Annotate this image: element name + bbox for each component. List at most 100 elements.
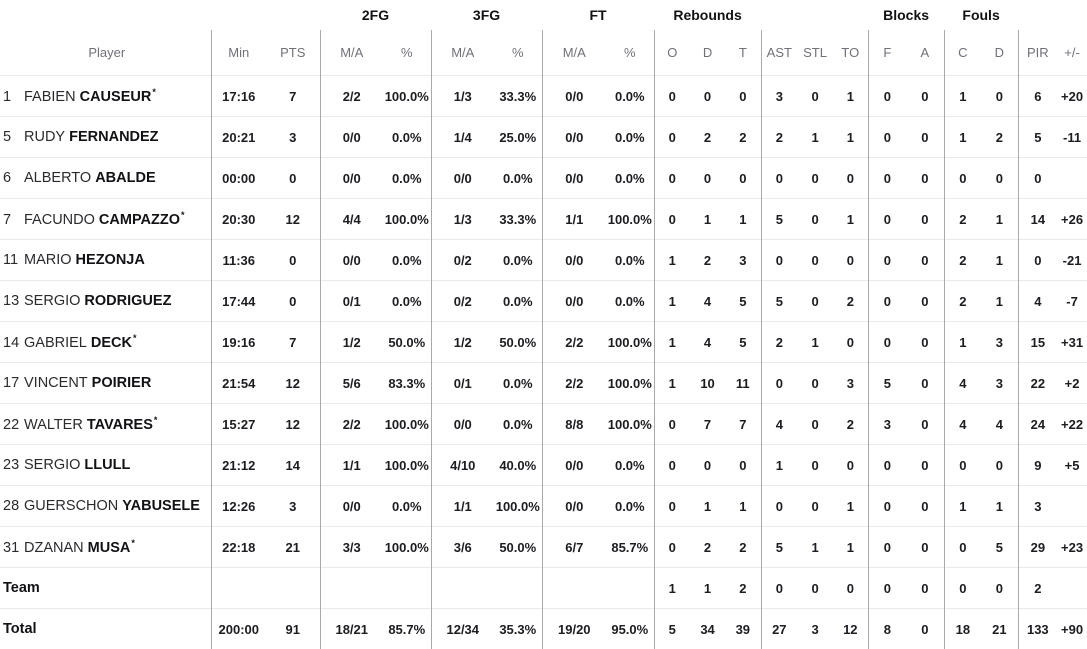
stat-fc: 1: [944, 322, 981, 363]
stat-t: 1: [725, 486, 761, 527]
stat-fg3: 0/2: [431, 240, 494, 281]
starter-mark-icon: *: [152, 87, 156, 97]
stat-fc: 2: [944, 281, 981, 322]
stat-pts: 0: [266, 240, 320, 281]
stat-fg2: 5/6: [320, 363, 383, 404]
stat-o: 1: [654, 322, 690, 363]
player-last-name: MUSA: [84, 540, 131, 556]
group-spacer: [761, 0, 868, 30]
stat-o: 0: [654, 445, 690, 486]
stat-fg2: 1/1: [320, 445, 383, 486]
stat-pts: 0: [266, 281, 320, 322]
group-spacer: [1018, 0, 1087, 30]
stat-min: 17:44: [211, 281, 266, 322]
player-number: 17: [3, 375, 24, 391]
stat-d: 1: [690, 486, 725, 527]
stat-fg2: 2/2: [320, 404, 383, 445]
group-header-blocks: Blocks: [868, 0, 944, 30]
col-header-ft-ma: M/A: [542, 30, 606, 76]
player-first-name: VINCENT: [24, 375, 88, 391]
stat-bf: 5: [868, 363, 906, 404]
stat-bf: 0: [868, 240, 906, 281]
stat-stl: 1: [797, 117, 833, 158]
stat-fg2: [320, 568, 383, 609]
stat-pts: 12: [266, 404, 320, 445]
stat-fg2: 18/21: [320, 609, 383, 649]
stat-pir: 133: [1018, 609, 1057, 649]
stat-to: 1: [833, 199, 868, 240]
stat-fc: 2: [944, 240, 981, 281]
group-spacer: [0, 0, 320, 30]
player-first-name: MARIO: [24, 252, 72, 268]
table-header: 2FG 3FG FT Rebounds Blocks Fouls Player …: [0, 0, 1087, 76]
stat-fg3: [431, 568, 494, 609]
stat-fg3p: 0.0%: [494, 281, 542, 322]
stat-pir: 5: [1018, 117, 1057, 158]
column-header-row: Player Min PTS M/A % M/A % M/A % O D T A…: [0, 30, 1087, 76]
player-first-name: GUERSCHON: [24, 498, 118, 514]
player-number: 11: [3, 252, 24, 268]
stat-ft: 1/1: [542, 199, 606, 240]
row-label: Total: [0, 609, 211, 649]
stat-fc: 4: [944, 363, 981, 404]
stat-fc: 0: [944, 527, 981, 568]
stat-ft: 0/0: [542, 76, 606, 117]
stat-ft: 0/0: [542, 445, 606, 486]
stat-bf: 0: [868, 117, 906, 158]
stat-fc: 4: [944, 404, 981, 445]
col-header-pts: PTS: [266, 30, 320, 76]
group-header-ft: FT: [542, 0, 654, 30]
stat-bf: 0: [868, 281, 906, 322]
stat-pm: [1057, 158, 1087, 199]
stat-fg3p: 100.0%: [494, 486, 542, 527]
stat-fg3: 0/1: [431, 363, 494, 404]
group-header-fouls: Fouls: [944, 0, 1018, 30]
stat-pts: 3: [266, 117, 320, 158]
stat-fg2: 0/1: [320, 281, 383, 322]
stat-pm: [1057, 568, 1087, 609]
player-number: 14: [3, 335, 24, 351]
stat-to: 2: [833, 404, 868, 445]
player-number: 7: [3, 212, 24, 228]
stat-fg2: 3/3: [320, 527, 383, 568]
stat-o: 5: [654, 609, 690, 649]
stat-pir: 2: [1018, 568, 1057, 609]
stat-t: 0: [725, 445, 761, 486]
stat-ba: 0: [906, 363, 944, 404]
stat-ft: 19/20: [542, 609, 606, 649]
stat-pm: +20: [1057, 76, 1087, 117]
stat-t: 5: [725, 281, 761, 322]
stat-fc: 1: [944, 117, 981, 158]
stat-fg2: 0/0: [320, 158, 383, 199]
stat-fd: 21: [981, 609, 1018, 649]
stat-d: 4: [690, 281, 725, 322]
stat-fg3p: 25.0%: [494, 117, 542, 158]
player-first-name: WALTER: [24, 417, 83, 433]
stat-o: 0: [654, 158, 690, 199]
player-first-name: RUDY: [24, 129, 65, 145]
stat-ftp: 0.0%: [606, 486, 654, 527]
stat-fg3p: 0.0%: [494, 404, 542, 445]
col-header-reb-d: D: [690, 30, 725, 76]
player-number: 22: [3, 417, 24, 433]
player-last-name: ABALDE: [91, 170, 155, 186]
stat-ftp: 100.0%: [606, 404, 654, 445]
stat-stl: 0: [797, 281, 833, 322]
stat-fg2: 0/0: [320, 240, 383, 281]
stat-to: 0: [833, 158, 868, 199]
stat-t: 5: [725, 322, 761, 363]
stat-fg3p: 0.0%: [494, 158, 542, 199]
stat-pir: 6: [1018, 76, 1057, 117]
stat-ast: 0: [761, 240, 797, 281]
stat-pts: 21: [266, 527, 320, 568]
stat-min: 20:21: [211, 117, 266, 158]
player-last-name: RODRIGUEZ: [80, 293, 171, 309]
stat-min: 20:30: [211, 199, 266, 240]
